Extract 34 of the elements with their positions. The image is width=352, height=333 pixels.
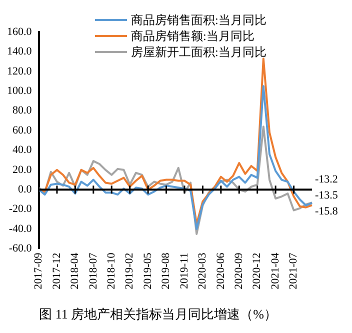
data-label: -13.5 xyxy=(315,189,338,202)
y-tick-label: -20.0 xyxy=(8,203,32,216)
y-tick-label: 120.0 xyxy=(7,65,32,78)
x-tick-label: 2021-07 xyxy=(288,252,300,290)
x-tick-label: 2021-04 xyxy=(269,252,282,290)
x-tick-label: 2019-08 xyxy=(160,252,172,290)
x-tick-label: 2020-06 xyxy=(214,252,227,290)
x-tick-label: 2020-09 xyxy=(233,252,246,290)
x-tick-label: 2018-07 xyxy=(87,252,100,290)
x-tick-label: 2018-10 xyxy=(106,252,118,290)
x-tick-label: 2018-04 xyxy=(69,252,82,290)
y-tick-label: 0.0 xyxy=(18,184,32,196)
legend-label: 房屋新开工面积:当月同比 xyxy=(131,44,266,60)
legend-label: 商品房销售面积:当月同比 xyxy=(131,12,266,28)
x-tick-label: 2019-11 xyxy=(178,252,190,290)
y-tick-label: 80.0 xyxy=(12,104,32,117)
y-tick-label: 160.0 xyxy=(7,26,32,38)
y-tick-label: 20.0 xyxy=(12,164,32,176)
text: 图 11 房地产相关指标当月同比增速（%） xyxy=(39,306,277,322)
y-tick-label: -40.0 xyxy=(8,222,32,235)
legend-label: 商品房销售额:当月同比 xyxy=(131,28,254,44)
y-tick-label: -60.0 xyxy=(8,242,32,255)
y-tick-label: 100.0 xyxy=(7,85,32,97)
data-label: -15.8 xyxy=(315,205,338,218)
y-tick-label: 60.0 xyxy=(12,124,32,136)
x-tick-label: 2020-12 xyxy=(251,252,264,290)
x-tick-label: 2019-05 xyxy=(142,252,154,290)
x-tick-label: 2020-03 xyxy=(196,252,209,290)
x-tick-label: 2017-12 xyxy=(50,252,63,290)
x-tick-label: 2019-02 xyxy=(124,252,136,290)
y-tick-label: 40.0 xyxy=(12,144,32,156)
data-label: -13.2 xyxy=(315,173,338,186)
y-tick-label: 140.0 xyxy=(7,46,32,58)
x-tick-label: 2017-09 xyxy=(32,252,45,290)
